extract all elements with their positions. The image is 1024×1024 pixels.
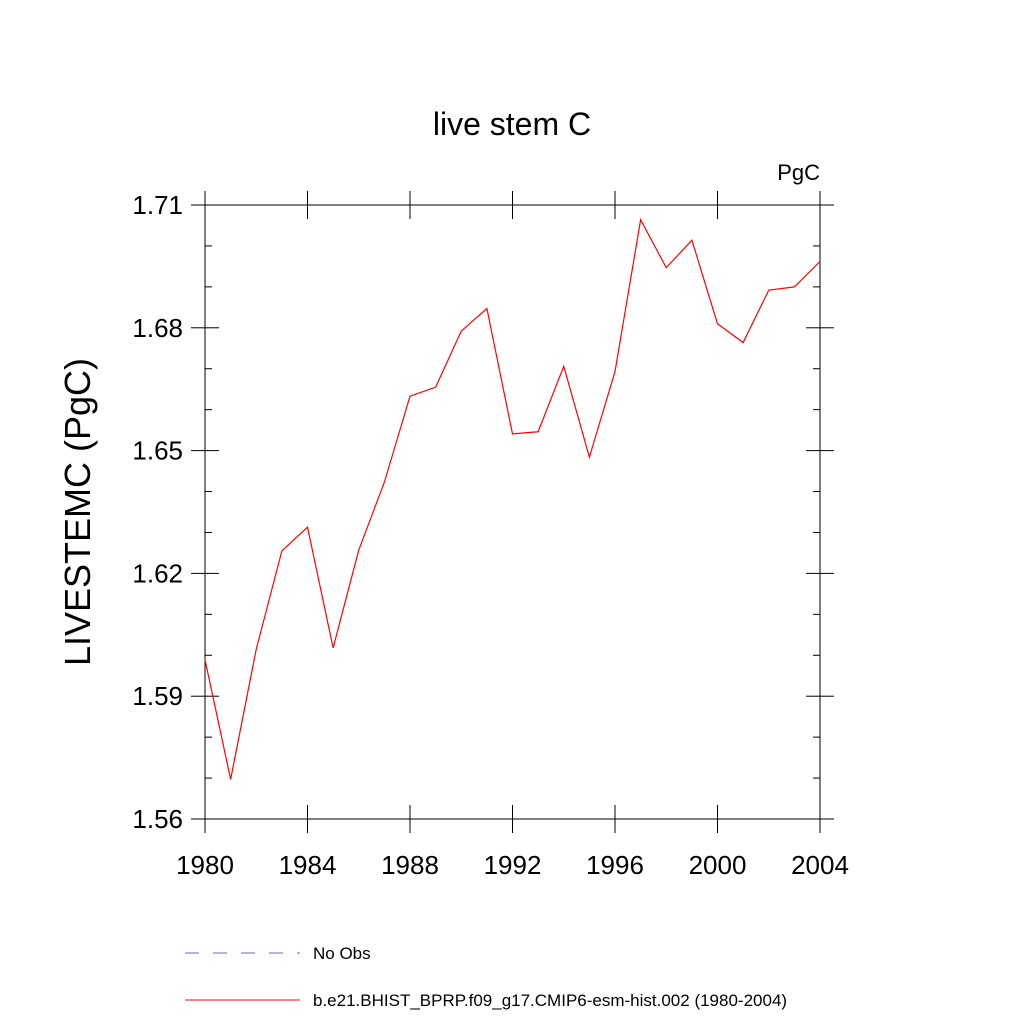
legend: No Obs b.e21.BHIST_BPRP.f09_g17.CMIP6-esm… — [185, 944, 787, 1010]
series-line — [204, 217, 821, 780]
x-tick-label: 2004 — [791, 850, 849, 880]
x-tick-label: 1988 — [381, 850, 439, 880]
units-label: PgC — [777, 160, 820, 185]
y-tick-label: 1.56 — [132, 804, 183, 834]
legend-label: No Obs — [313, 944, 371, 963]
plot-area-frame — [204, 204, 821, 820]
x-tick-label: 1980 — [176, 850, 234, 880]
y-tick-label: 1.71 — [132, 190, 183, 220]
x-axis-ticks: 1980 1984 1988 1992 1996 2000 2004 — [176, 191, 849, 880]
y-tick-label: 1.68 — [132, 313, 183, 343]
y-tick-label: 1.62 — [132, 558, 183, 588]
x-tick-label: 1984 — [279, 850, 337, 880]
legend-label: b.e21.BHIST_BPRP.f09_g17.CMIP6-esm-hist.… — [313, 991, 787, 1010]
series-layer — [204, 217, 821, 780]
x-tick-label: 1996 — [586, 850, 644, 880]
y-tick-label: 1.65 — [132, 436, 183, 466]
chart-title: live stem C — [433, 106, 591, 142]
x-tick-label: 1992 — [484, 850, 542, 880]
y-axis-ticks: 1.56 1.59 1.62 1.65 1.68 1.71 — [132, 190, 834, 834]
x-tick-label: 2000 — [689, 850, 747, 880]
y-tick-label: 1.59 — [132, 681, 183, 711]
y-axis-label: LIVESTEMC (PgC) — [57, 358, 98, 666]
